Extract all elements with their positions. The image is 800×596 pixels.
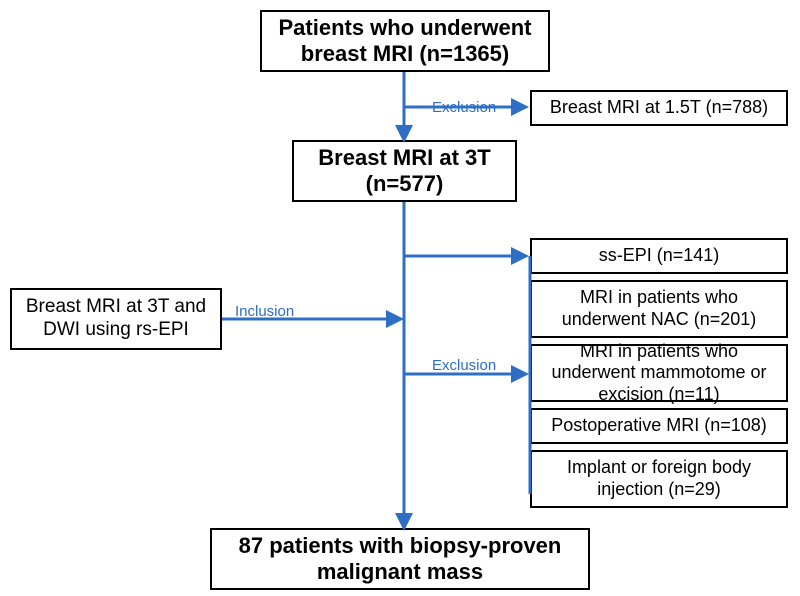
node-ex-nac-text: MRI in patients who underwent NAC (n=201… (540, 287, 778, 330)
node-all-patients-text: Patients who underwent breast MRI (n=136… (270, 15, 540, 68)
node-inclusion: Breast MRI at 3T and DWI using rs-EPI (10, 288, 222, 350)
node-ex-15t: Breast MRI at 1.5T (n=788) (530, 90, 788, 126)
label-inclusion: Inclusion (235, 303, 294, 320)
node-inclusion-text: Breast MRI at 3T and DWI using rs-EPI (20, 296, 212, 342)
label-exclusion-2: Exclusion (432, 357, 496, 374)
node-ex-postop-text: Postoperative MRI (n=108) (551, 415, 767, 437)
node-ex-nac: MRI in patients who underwent NAC (n=201… (530, 280, 788, 338)
node-3t: Breast MRI at 3T (n=577) (292, 140, 517, 202)
node-final-text: 87 patients with biopsy-proven malignant… (220, 533, 580, 586)
node-ex-mammotome: MRI in patients who underwent mammotome … (530, 344, 788, 402)
node-all-patients: Patients who underwent breast MRI (n=136… (260, 10, 550, 72)
node-ex-ssepi: ss-EPI (n=141) (530, 238, 788, 274)
node-ex-postop: Postoperative MRI (n=108) (530, 408, 788, 444)
node-ex-mammotome-text: MRI in patients who underwent mammotome … (540, 341, 778, 406)
node-3t-text: Breast MRI at 3T (n=577) (302, 145, 507, 198)
node-final: 87 patients with biopsy-proven malignant… (210, 528, 590, 590)
node-ex-ssepi-text: ss-EPI (n=141) (599, 245, 720, 267)
label-exclusion-1: Exclusion (432, 99, 496, 116)
node-ex-implant: Implant or foreign body injection (n=29) (530, 450, 788, 508)
node-ex-implant-text: Implant or foreign body injection (n=29) (540, 457, 778, 500)
node-ex-15t-text: Breast MRI at 1.5T (n=788) (550, 97, 768, 119)
